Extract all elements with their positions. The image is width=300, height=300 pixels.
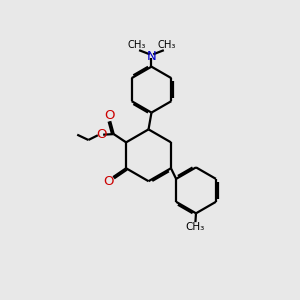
Text: CH₃: CH₃ (128, 40, 146, 50)
Text: O: O (104, 109, 114, 122)
Text: CH₃: CH₃ (157, 40, 176, 50)
Text: O: O (103, 175, 113, 188)
Text: N: N (147, 50, 156, 63)
Text: CH₃: CH₃ (186, 222, 205, 233)
Text: O: O (96, 128, 106, 141)
